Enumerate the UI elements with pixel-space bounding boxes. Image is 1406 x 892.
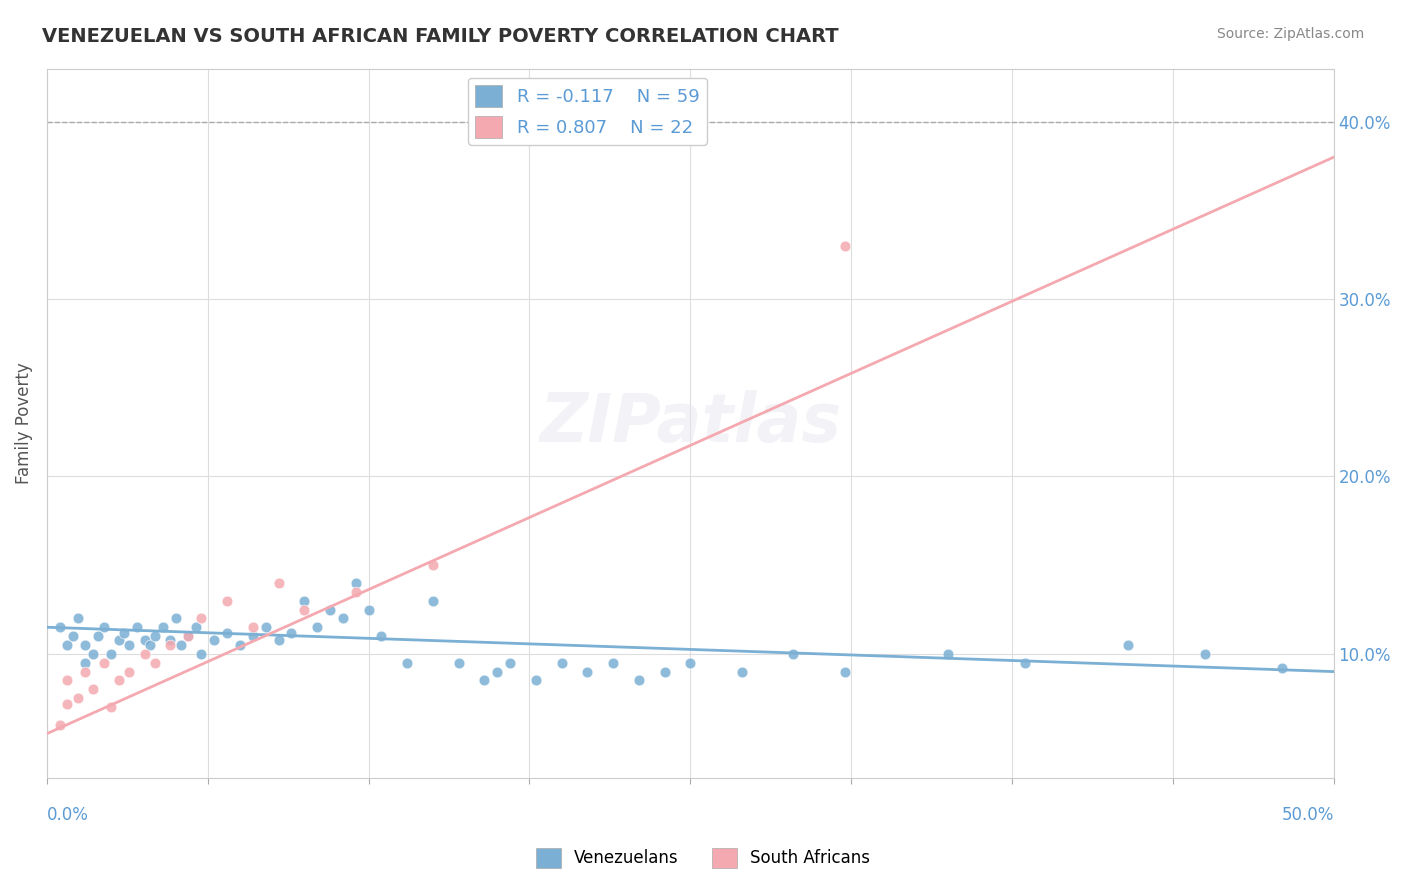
- Point: [782, 647, 804, 661]
- Point: [834, 239, 856, 253]
- Point: [177, 629, 200, 643]
- Point: [56, 673, 79, 688]
- Point: [731, 665, 754, 679]
- Point: [267, 632, 290, 647]
- Point: [550, 656, 572, 670]
- Point: [254, 620, 277, 634]
- Point: [159, 632, 181, 647]
- Point: [93, 620, 115, 634]
- Point: [242, 629, 264, 643]
- Point: [75, 638, 97, 652]
- Point: [112, 625, 135, 640]
- Legend: Venezuelans, South Africans: Venezuelans, South Africans: [529, 841, 877, 875]
- Point: [1194, 647, 1216, 661]
- Point: [1014, 656, 1036, 670]
- Point: [370, 629, 392, 643]
- Point: [292, 602, 315, 616]
- Point: [82, 647, 104, 661]
- Point: [344, 584, 367, 599]
- Point: [165, 611, 187, 625]
- Point: [100, 700, 122, 714]
- Point: [190, 647, 212, 661]
- Point: [1271, 661, 1294, 675]
- Point: [936, 647, 959, 661]
- Y-axis label: Family Poverty: Family Poverty: [15, 362, 32, 484]
- Point: [134, 647, 156, 661]
- Point: [125, 620, 148, 634]
- Point: [679, 656, 702, 670]
- Point: [118, 638, 141, 652]
- Point: [215, 625, 238, 640]
- Point: [56, 638, 79, 652]
- Text: Source: ZipAtlas.com: Source: ZipAtlas.com: [1216, 27, 1364, 41]
- Point: [139, 638, 162, 652]
- Text: ZIPatlas: ZIPatlas: [540, 391, 841, 457]
- Point: [66, 611, 89, 625]
- Point: [576, 665, 599, 679]
- Point: [1116, 638, 1139, 652]
- Point: [524, 673, 547, 688]
- Point: [267, 575, 290, 590]
- Point: [143, 629, 166, 643]
- Point: [118, 665, 141, 679]
- Point: [344, 575, 367, 590]
- Point: [75, 656, 97, 670]
- Point: [93, 656, 115, 670]
- Point: [177, 629, 200, 643]
- Point: [447, 656, 470, 670]
- Point: [319, 602, 342, 616]
- Point: [422, 593, 444, 607]
- Point: [627, 673, 650, 688]
- Point: [49, 718, 72, 732]
- Point: [108, 673, 131, 688]
- Point: [202, 632, 225, 647]
- Point: [499, 656, 522, 670]
- Point: [186, 620, 208, 634]
- Point: [486, 665, 509, 679]
- Point: [62, 629, 84, 643]
- Point: [49, 620, 72, 634]
- Point: [159, 638, 181, 652]
- Point: [100, 647, 122, 661]
- Point: [357, 602, 380, 616]
- Point: [332, 611, 354, 625]
- Point: [396, 656, 419, 670]
- Point: [292, 593, 315, 607]
- Point: [108, 632, 131, 647]
- Point: [307, 620, 329, 634]
- Point: [190, 611, 212, 625]
- Point: [75, 665, 97, 679]
- Point: [170, 638, 193, 652]
- Point: [229, 638, 252, 652]
- Point: [134, 632, 156, 647]
- Text: 0.0%: 0.0%: [46, 806, 89, 824]
- Point: [82, 682, 104, 697]
- Point: [654, 665, 676, 679]
- Point: [152, 620, 174, 634]
- Text: 50.0%: 50.0%: [1281, 806, 1334, 824]
- Point: [87, 629, 110, 643]
- Point: [242, 620, 264, 634]
- Point: [215, 593, 238, 607]
- Legend: R = -0.117    N = 59, R = 0.807    N = 22: R = -0.117 N = 59, R = 0.807 N = 22: [468, 78, 707, 145]
- Point: [56, 697, 79, 711]
- Point: [422, 558, 444, 573]
- Point: [143, 656, 166, 670]
- Point: [834, 665, 856, 679]
- Point: [280, 625, 302, 640]
- Point: [602, 656, 624, 670]
- Point: [474, 673, 496, 688]
- Text: VENEZUELAN VS SOUTH AFRICAN FAMILY POVERTY CORRELATION CHART: VENEZUELAN VS SOUTH AFRICAN FAMILY POVER…: [42, 27, 839, 45]
- Point: [66, 691, 89, 706]
